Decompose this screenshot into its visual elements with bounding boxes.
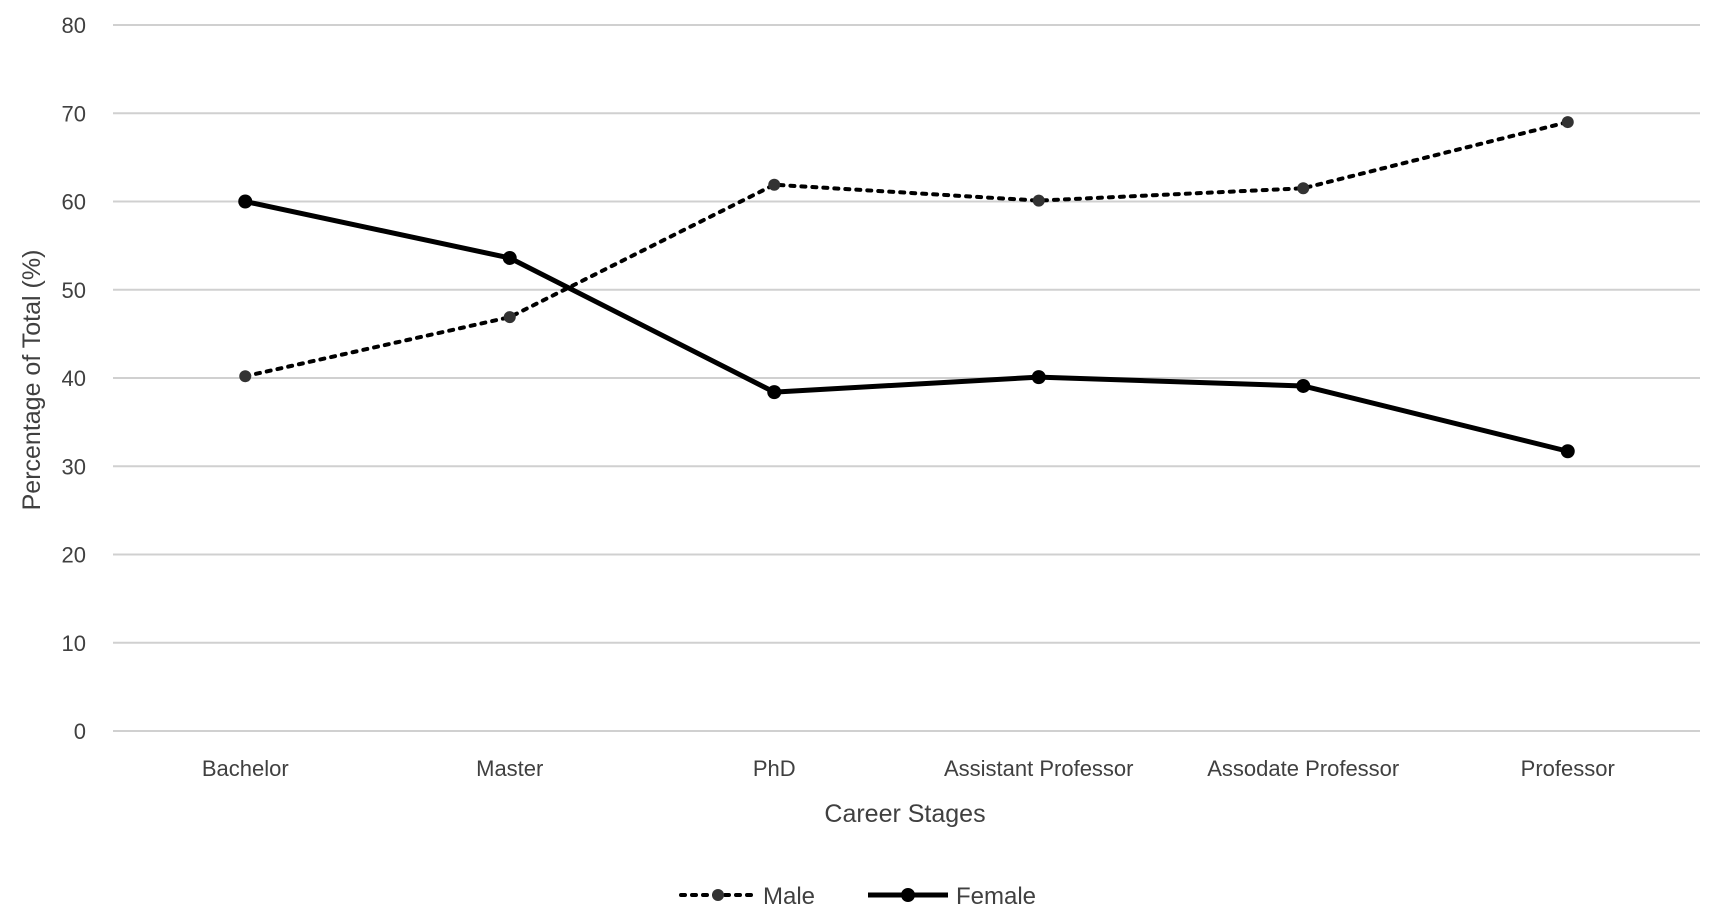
y-axis-ticks: 0 10 20 30 40 50 60 70 80	[62, 13, 86, 744]
y-tick-label: 80	[62, 13, 86, 38]
y-tick-label: 30	[62, 454, 86, 479]
series-line-female	[244, 199, 1569, 454]
x-tick-label: Professor	[1521, 756, 1615, 781]
y-tick-label: 20	[62, 543, 86, 568]
data-point-female	[1296, 378, 1311, 393]
x-tick-label: PhD	[753, 756, 796, 781]
series-line-male	[243, 120, 1570, 379]
y-tick-label: 40	[62, 366, 86, 391]
legend-marker-male	[712, 889, 724, 901]
legend-item-female: Female	[868, 883, 1036, 910]
data-point-male	[1561, 116, 1574, 129]
data-point-female	[502, 250, 517, 265]
x-tick-label: Assistant Professor	[944, 756, 1134, 781]
data-point-male	[1032, 194, 1045, 207]
data-point-male	[1297, 182, 1310, 195]
x-tick-label: Bachelor	[202, 756, 289, 781]
x-tick-label: Assodate Professor	[1207, 756, 1399, 781]
y-tick-label: 70	[62, 101, 86, 126]
legend-marker-female	[901, 888, 915, 902]
x-tick-label: Master	[476, 756, 543, 781]
series-male	[239, 116, 1574, 383]
data-point-female	[238, 194, 253, 209]
data-point-male	[239, 370, 252, 383]
series-female	[238, 194, 1575, 459]
legend-item-male: Male	[679, 883, 815, 910]
legend: Male Female	[679, 883, 1036, 910]
data-point-female	[1560, 444, 1575, 459]
data-point-male	[768, 178, 781, 191]
x-axis-title: Career Stages	[824, 800, 985, 828]
legend-label-female: Female	[956, 883, 1036, 910]
y-tick-label: 60	[62, 190, 86, 215]
data-point-female	[767, 385, 782, 400]
series-lines	[238, 116, 1575, 459]
gridlines	[113, 24, 1700, 732]
data-point-female	[1031, 370, 1046, 385]
x-axis-ticks: Bachelor Master PhD Assistant Professor Asso…	[202, 756, 1615, 781]
y-tick-label: 50	[62, 278, 86, 303]
legend-label-male: Male	[763, 883, 815, 910]
y-tick-label: 0	[74, 719, 86, 744]
y-axis-title: Percentage of Total (%)	[18, 250, 46, 511]
data-point-male	[503, 311, 516, 324]
y-tick-label: 10	[62, 631, 86, 656]
